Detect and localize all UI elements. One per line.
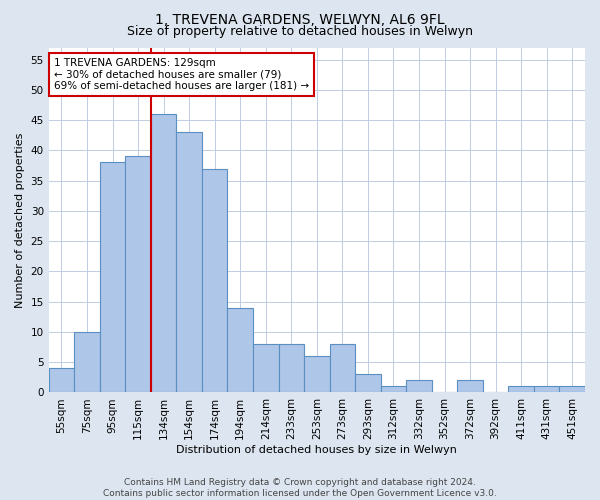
Y-axis label: Number of detached properties: Number of detached properties [15,132,25,308]
Text: 1 TREVENA GARDENS: 129sqm
← 30% of detached houses are smaller (79)
69% of semi-: 1 TREVENA GARDENS: 129sqm ← 30% of detac… [54,58,309,91]
Bar [125,156,151,392]
Bar [100,162,125,392]
Bar [278,344,304,393]
Text: 1, TREVENA GARDENS, WELWYN, AL6 9FL: 1, TREVENA GARDENS, WELWYN, AL6 9FL [155,12,445,26]
Bar [508,386,534,392]
Bar [227,308,253,392]
Bar [559,386,585,392]
X-axis label: Distribution of detached houses by size in Welwyn: Distribution of detached houses by size … [176,445,457,455]
Bar [406,380,432,392]
Bar [176,132,202,392]
Text: Size of property relative to detached houses in Welwyn: Size of property relative to detached ho… [127,25,473,38]
Bar [151,114,176,392]
Bar [253,344,278,393]
Bar [329,344,355,393]
Bar [74,332,100,392]
Bar [304,356,329,393]
Bar [380,386,406,392]
Bar [534,386,559,392]
Bar [49,368,74,392]
Bar [355,374,380,392]
Text: Contains HM Land Registry data © Crown copyright and database right 2024.
Contai: Contains HM Land Registry data © Crown c… [103,478,497,498]
Bar [457,380,483,392]
Bar [202,168,227,392]
